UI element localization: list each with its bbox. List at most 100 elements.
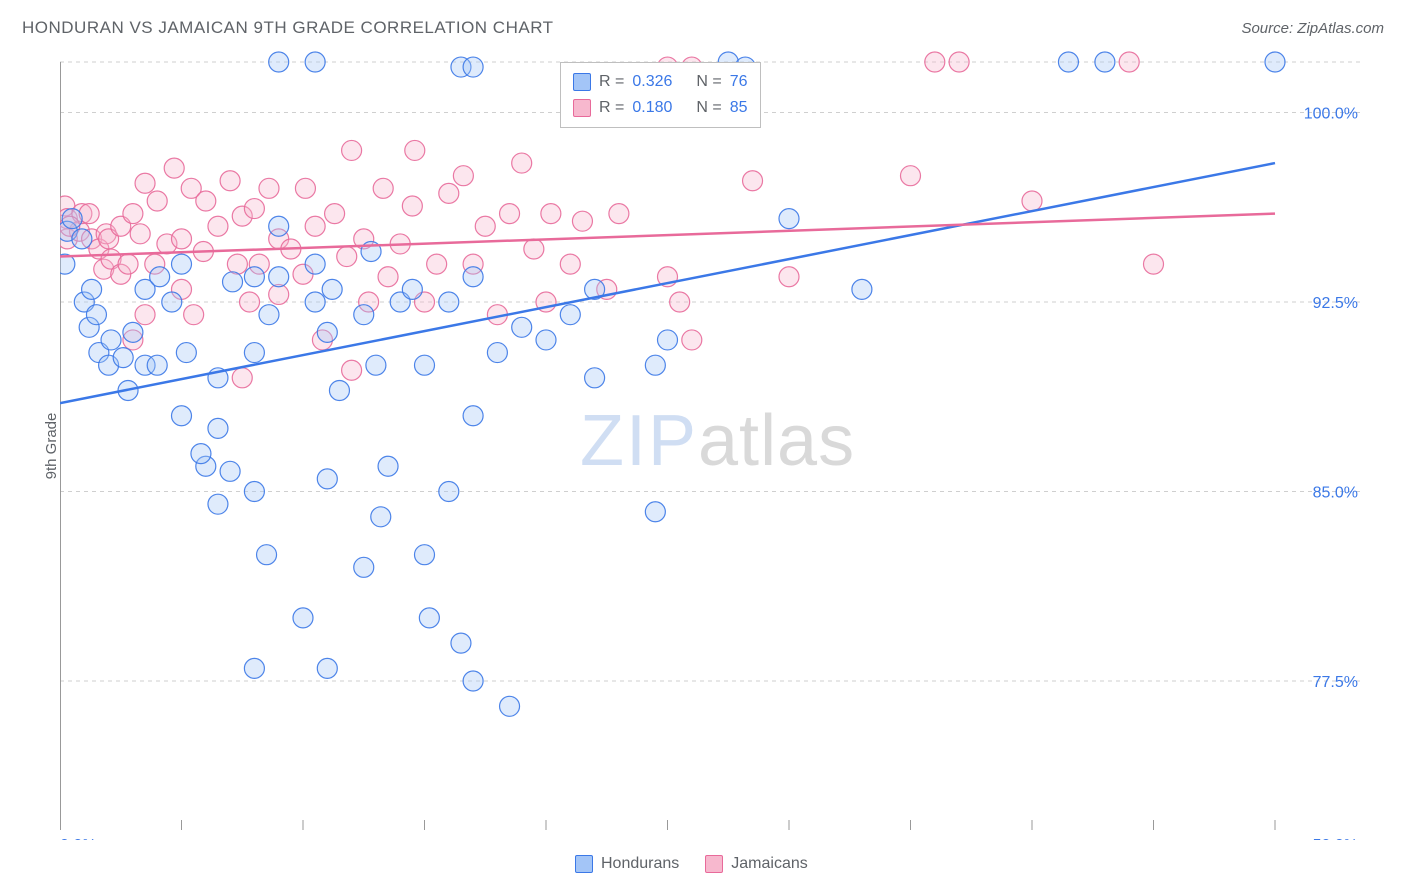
legend-item: Jamaicans <box>705 855 807 873</box>
data-point <box>524 239 544 259</box>
r-value: 0.180 <box>632 99 672 117</box>
data-point <box>208 216 228 236</box>
data-point <box>244 658 264 678</box>
data-point <box>512 317 532 337</box>
data-point <box>1022 191 1042 211</box>
data-point <box>162 292 182 312</box>
data-point <box>560 254 580 274</box>
data-point <box>123 204 143 224</box>
data-point <box>72 229 92 249</box>
r-label: R = <box>599 99 624 117</box>
data-point <box>415 545 435 565</box>
data-point <box>609 204 629 224</box>
x-tick-label: 50.0% <box>1313 837 1358 840</box>
data-point <box>371 507 391 527</box>
data-point <box>645 502 665 522</box>
data-point <box>244 267 264 287</box>
data-point <box>191 444 211 464</box>
data-point <box>670 292 690 312</box>
legend-item: Hondurans <box>575 855 679 873</box>
data-point <box>257 545 277 565</box>
data-point <box>779 209 799 229</box>
data-point <box>113 348 133 368</box>
data-point <box>305 292 325 312</box>
legend-label: Jamaicans <box>731 855 807 873</box>
r-value: 0.326 <box>632 73 672 91</box>
data-point <box>658 330 678 350</box>
data-point <box>196 191 216 211</box>
data-point <box>259 178 279 198</box>
data-point <box>1119 52 1139 72</box>
data-point <box>419 608 439 628</box>
data-point <box>743 171 763 191</box>
data-point <box>227 254 247 274</box>
data-point <box>86 305 106 325</box>
data-point <box>244 482 264 502</box>
data-point <box>305 216 325 236</box>
chart-source: Source: ZipAtlas.com <box>1241 20 1384 37</box>
data-point <box>164 158 184 178</box>
data-point <box>317 658 337 678</box>
data-point <box>269 52 289 72</box>
data-point <box>317 469 337 489</box>
data-point <box>405 140 425 160</box>
legend-swatch <box>573 99 591 117</box>
data-point <box>500 204 520 224</box>
data-point <box>172 254 192 274</box>
legend-row: R =0.326N =76 <box>573 69 748 95</box>
data-point <box>82 279 102 299</box>
data-point <box>463 57 483 77</box>
legend-row: R =0.180N =85 <box>573 95 748 121</box>
data-point <box>172 229 192 249</box>
series-legend: Hondurans Jamaicans <box>575 855 808 873</box>
y-tick-label: 92.5% <box>1313 295 1358 312</box>
data-point <box>439 292 459 312</box>
data-point <box>925 52 945 72</box>
data-point <box>342 360 362 380</box>
legend-label: Hondurans <box>601 855 679 873</box>
chart-area: 77.5%85.0%92.5%100.0%0.0%50.0% ZIPatlas <box>60 50 1360 840</box>
data-point <box>147 191 167 211</box>
data-point <box>223 272 243 292</box>
y-axis-label: 9th Grade <box>43 413 60 480</box>
data-point <box>451 633 471 653</box>
n-label: N = <box>696 99 721 117</box>
n-value: 76 <box>730 73 748 91</box>
scatter-chart: 77.5% 85.0% 92.5% 100.0% 0.0% 50.0% <box>60 50 1360 840</box>
data-point <box>512 153 532 173</box>
data-point <box>378 456 398 476</box>
data-point <box>342 140 362 160</box>
data-point <box>439 482 459 502</box>
data-point <box>645 355 665 375</box>
y-tick-label: 85.0% <box>1313 485 1358 502</box>
data-point <box>269 216 289 236</box>
y-tick-label: 77.5% <box>1313 674 1358 691</box>
data-point <box>184 305 204 325</box>
data-point <box>682 330 702 350</box>
data-point <box>354 305 374 325</box>
r-label: R = <box>599 73 624 91</box>
x-tick-label: 0.0% <box>60 837 96 840</box>
data-point <box>118 254 138 274</box>
data-point <box>135 173 155 193</box>
data-point <box>373 178 393 198</box>
data-point <box>220 461 240 481</box>
data-point <box>415 355 435 375</box>
data-point <box>150 267 170 287</box>
data-point <box>176 343 196 363</box>
data-point <box>244 343 264 363</box>
data-point <box>325 204 345 224</box>
data-point <box>572 211 592 231</box>
legend-swatch <box>573 73 591 91</box>
data-point <box>1265 52 1285 72</box>
data-point <box>402 279 422 299</box>
y-tick-label: 100.0% <box>1304 106 1358 123</box>
data-point <box>1095 52 1115 72</box>
data-point <box>1144 254 1164 274</box>
correlation-legend: R =0.326N =76R =0.180N =85 <box>560 62 761 128</box>
data-point <box>439 183 459 203</box>
data-point <box>453 166 473 186</box>
data-point <box>135 305 155 325</box>
data-point <box>269 284 289 304</box>
data-point <box>536 330 556 350</box>
